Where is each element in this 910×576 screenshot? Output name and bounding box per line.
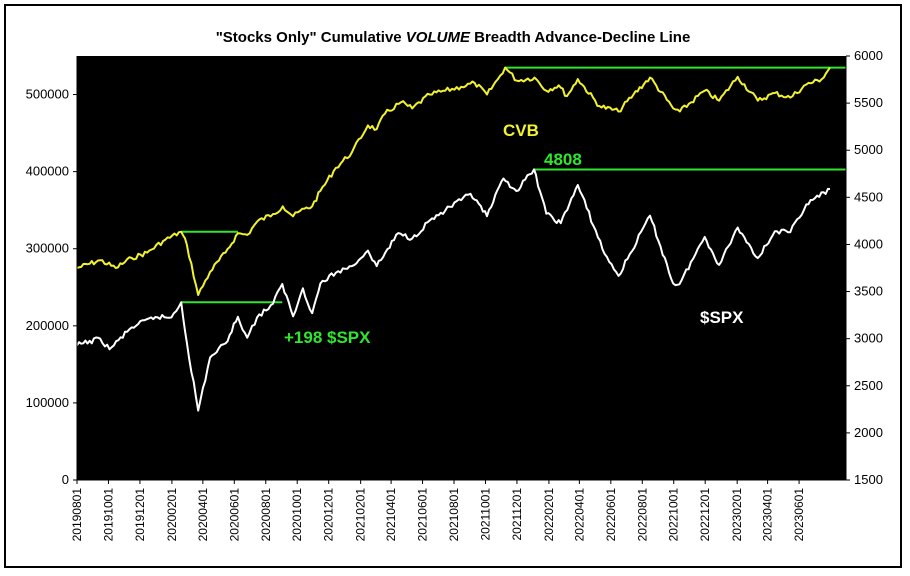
right-tick-label: 2000 (854, 425, 883, 440)
x-tick-label: 20210401 (384, 488, 398, 542)
x-tick-label: 20201201 (322, 488, 336, 542)
x-tick-label: 20211001 (479, 488, 493, 541)
x-tick-label: 20230401 (761, 488, 775, 542)
annotation-4808: 4808 (544, 150, 582, 169)
left-tick-label: 0 (62, 472, 69, 487)
right-tick-label: 5500 (854, 95, 883, 110)
right-tick-label: 3500 (854, 284, 883, 299)
x-tick-label: 20220401 (572, 488, 586, 542)
left-tick-label: 100000 (26, 395, 69, 410)
series-line-cvb (76, 66, 831, 296)
right-tick-label: 1500 (854, 472, 883, 487)
right-tick-label: 2500 (854, 378, 883, 393)
right-tick-label: 5000 (854, 142, 883, 157)
annotation-spx: $SPX (700, 308, 744, 327)
title-part-1: "Stocks Only" Cumulative (216, 29, 406, 46)
x-tick-label: 20221201 (698, 488, 712, 542)
x-tick-label: 20201001 (290, 488, 304, 542)
left-tick-label: 200000 (26, 318, 69, 333)
x-tick-label: 20200801 (259, 488, 273, 542)
x-tick-label: 20200201 (165, 488, 179, 542)
left-axis: 0 100000 200000 300000 400000 500000 (26, 56, 78, 487)
x-tick-label: 20191001 (102, 488, 116, 542)
x-tick-label: 20220801 (635, 488, 649, 542)
annotation-cvb: CVB (503, 121, 539, 140)
x-tick-label: 20230201 (730, 488, 744, 542)
x-tick-label: 20210201 (354, 488, 368, 542)
right-tick-label: 4500 (854, 189, 883, 204)
x-tick-label: 20210801 (447, 488, 461, 542)
x-tick-label: 20190801 (70, 488, 84, 542)
right-tick-label: 3000 (854, 331, 883, 346)
right-axis: 1500 2000 2500 3000 3500 4000 4500 5000 5500 6000 (845, 48, 883, 487)
x-tick-label: 20221001 (667, 488, 681, 542)
left-tick-label: 400000 (26, 164, 69, 179)
annotation-plus198-spx: +198 $SPX (284, 328, 371, 347)
reference-lines (181, 66, 846, 304)
series-line-spx (76, 168, 831, 412)
x-tick-label: 20220601 (604, 488, 618, 542)
x-tick-label: 20200601 (227, 488, 241, 542)
x-tick-label: 20211201 (510, 488, 524, 541)
right-tick-label: 6000 (854, 48, 883, 63)
x-tick-label: 20220201 (542, 488, 556, 542)
chart-title: "Stocks Only" Cumulative VOLUME Breadth … (216, 29, 691, 46)
title-part-2: VOLUME (406, 29, 471, 46)
left-tick-label: 500000 (26, 87, 69, 102)
right-tick-label: 4000 (854, 236, 883, 251)
left-tick-label: 300000 (26, 241, 69, 256)
x-tick-label: 20191201 (133, 488, 147, 542)
plot-area (77, 56, 846, 480)
series-layer (76, 66, 831, 412)
x-axis: 20190801 20191001 20191201 20200201 20200401… (70, 479, 846, 542)
title-part-3: Breadth Advance-Decline Line (470, 29, 690, 46)
x-tick-label: 20210601 (416, 488, 430, 542)
x-tick-label: 20200401 (196, 488, 210, 542)
x-tick-label: 20230601 (792, 488, 806, 542)
